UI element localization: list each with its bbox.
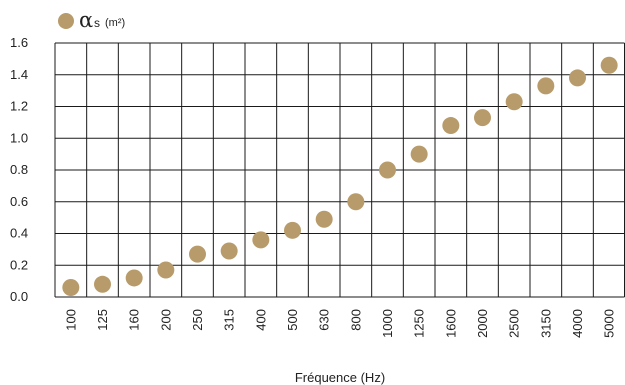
- data-point: [315, 210, 333, 228]
- x-tick-label: 160: [127, 309, 142, 331]
- x-tick-label: 5000: [602, 309, 617, 338]
- x-tick-label: 400: [253, 309, 268, 331]
- y-tick-label: 0.0: [10, 289, 28, 304]
- data-point: [252, 231, 270, 249]
- x-tick-label: 630: [317, 309, 332, 331]
- x-axis-tick-labels: 100 125 160 200 250 315 400 500 630 800 1000 1250 16…: [63, 309, 616, 338]
- x-tick-label: 125: [95, 309, 110, 331]
- y-axis-tick-labels: 0.0 0.2 0.4 0.6 0.8 1.0 1.2 1.4 1.6: [10, 35, 28, 304]
- x-tick-label: 800: [348, 309, 363, 331]
- y-tick-label: 0.2: [10, 257, 28, 272]
- data-point: [505, 93, 523, 111]
- x-tick-label: 1250: [412, 309, 427, 338]
- data-point: [125, 269, 143, 287]
- legend-marker: [58, 13, 74, 29]
- data-point: [62, 278, 80, 296]
- x-tick-label: 2000: [475, 309, 490, 338]
- y-tick-label: 0.4: [10, 226, 28, 241]
- x-tick-label: 315: [222, 309, 237, 331]
- data-point: [94, 275, 111, 293]
- legend: α s (m²): [58, 8, 125, 32]
- x-axis-title: Fréquence (Hz): [295, 370, 385, 385]
- data-point: [379, 161, 396, 179]
- data-point: [347, 193, 365, 211]
- y-tick-label: 1.0: [10, 130, 28, 145]
- data-point: [284, 221, 301, 239]
- x-tick-label: 200: [158, 309, 173, 331]
- data-point: [189, 245, 206, 263]
- y-tick-label: 1.2: [10, 99, 28, 114]
- data-point: [569, 69, 586, 87]
- x-tick-label: 2500: [507, 309, 522, 338]
- x-tick-label: 1600: [443, 309, 458, 338]
- legend-symbol: α: [79, 8, 93, 32]
- y-tick-label: 0.6: [10, 194, 28, 209]
- data-points: [62, 56, 618, 296]
- legend-subscript: s: [94, 16, 100, 30]
- grid: [54, 42, 625, 298]
- data-point: [537, 77, 555, 95]
- legend-unit: (m²): [105, 17, 125, 29]
- y-tick-label: 1.6: [10, 35, 28, 50]
- data-point: [442, 117, 460, 135]
- data-point: [220, 242, 238, 260]
- x-tick-label: 3150: [538, 309, 553, 338]
- y-tick-label: 1.4: [10, 67, 28, 82]
- data-point: [410, 145, 428, 163]
- x-tick-label: 250: [190, 309, 205, 331]
- x-tick-label: 1000: [380, 309, 395, 338]
- data-point: [474, 109, 491, 127]
- data-point: [157, 261, 175, 279]
- x-tick-label: 500: [285, 309, 300, 331]
- x-tick-label: 4000: [570, 309, 585, 338]
- x-tick-label: 100: [63, 309, 78, 331]
- y-tick-label: 0.8: [10, 162, 28, 177]
- data-point: [600, 56, 618, 74]
